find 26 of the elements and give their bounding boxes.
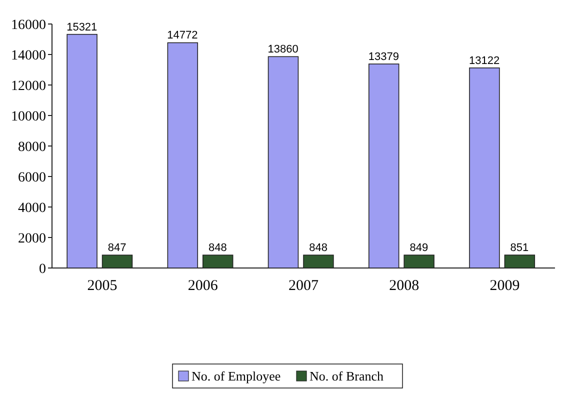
data-label: 13379 [368, 50, 399, 63]
data-label: 13860 [268, 44, 298, 56]
x-tick-label: 2005 [87, 278, 118, 294]
y-tick-label: 6000 [18, 170, 46, 186]
x-tick-label: 2008 [389, 278, 420, 294]
data-label: 15321 [66, 21, 98, 34]
y-tick-label: 0 [39, 262, 46, 277]
data-label: 851 [510, 242, 529, 254]
data-label: 14772 [167, 30, 198, 42]
legend-label: No. of Employee [192, 368, 281, 384]
y-tick-label: 16000 [11, 18, 46, 33]
y-tick-label: 4000 [18, 200, 46, 216]
data-label: 13122 [468, 54, 500, 67]
data-label: 848 [309, 242, 328, 254]
data-label: 848 [208, 242, 227, 254]
y-tick-label: 2000 [18, 231, 46, 246]
x-tick-label: 2009 [490, 278, 520, 294]
data-label: 847 [108, 242, 126, 254]
data-label: 849 [410, 242, 428, 254]
y-tick-label: 10000 [11, 109, 46, 124]
x-tick-label: 2007 [288, 278, 319, 294]
y-tick-label: 12000 [11, 78, 46, 94]
legend-label: No. of Branch [310, 368, 384, 384]
y-tick-label: 8000 [18, 140, 46, 155]
y-tick-label: 14000 [11, 48, 46, 64]
x-tick-label: 2006 [188, 278, 218, 294]
